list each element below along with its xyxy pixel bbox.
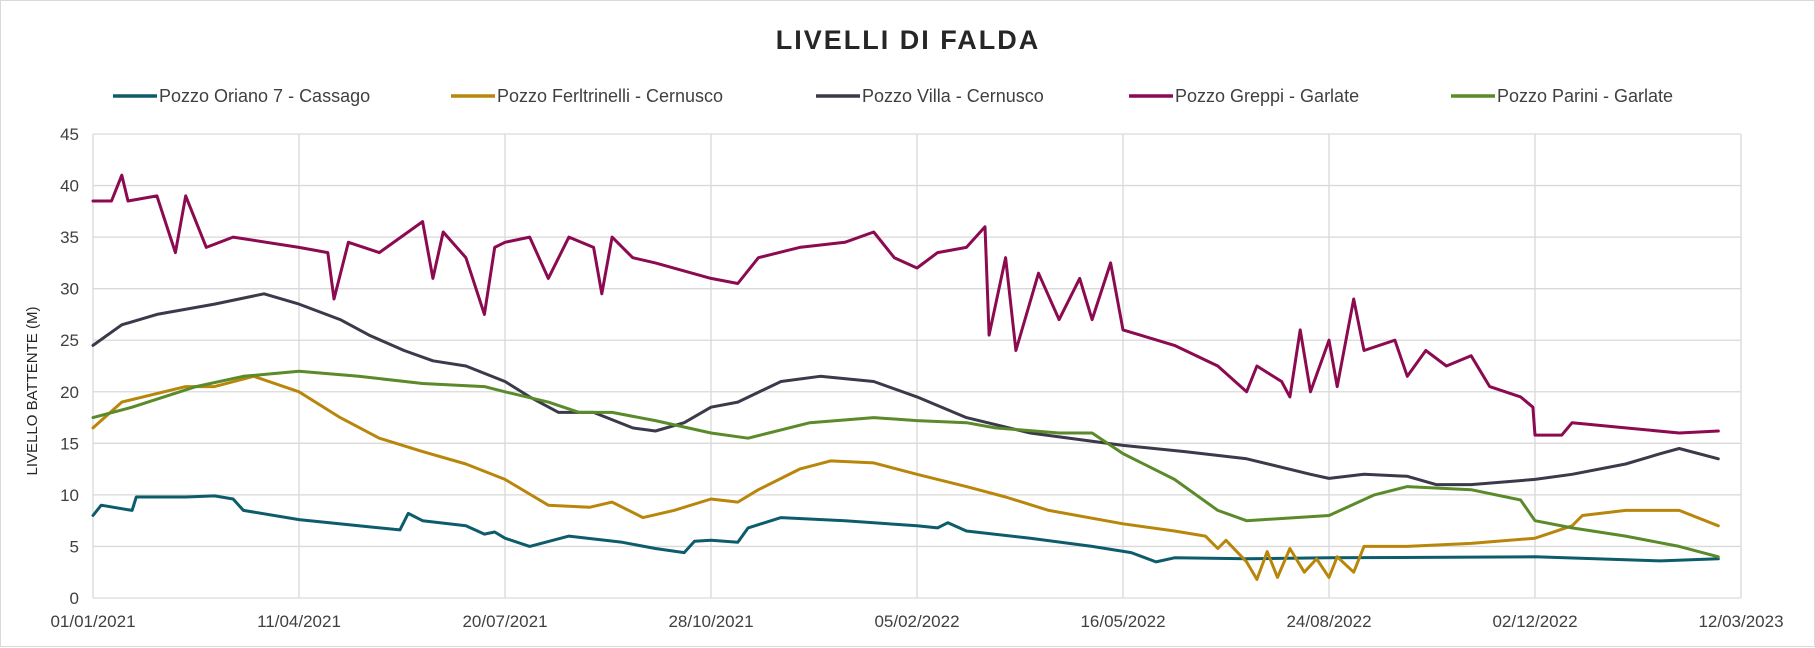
legend-label-5: Pozzo Parini - Garlate	[1497, 86, 1673, 106]
x-tick-label: 12/03/2023	[1698, 612, 1783, 631]
x-tick-label: 11/04/2021	[257, 612, 341, 631]
series-line-5	[91, 369, 1720, 559]
y-axis-ticks: 0 5 10 15 20 25 30 35 40 45	[60, 125, 79, 608]
series-line-1	[91, 494, 1720, 564]
y-axis-title: LIVELLO BATTENTE (M)	[24, 307, 41, 476]
x-tick-label: 28/10/2021	[668, 612, 753, 631]
series-line-2	[91, 374, 1720, 581]
chart-title: LIVELLI DI FALDA	[776, 25, 1041, 55]
y-tick-label: 0	[70, 589, 79, 608]
x-tick-label: 01/01/2021	[50, 612, 135, 631]
x-tick-label: 02/12/2022	[1492, 612, 1577, 631]
y-tick-label: 25	[60, 331, 79, 350]
y-tick-label: 45	[60, 125, 79, 144]
series-line-4	[91, 173, 1720, 437]
y-tick-label: 15	[60, 434, 79, 453]
y-tick-label: 5	[70, 537, 79, 556]
series-lines	[91, 173, 1720, 581]
y-tick-label: 20	[60, 383, 79, 402]
x-axis-ticks: 01/01/2021 11/04/2021 20/07/2021 28/10/2021…	[50, 612, 1783, 631]
x-tick-label: 20/07/2021	[462, 612, 547, 631]
x-tick-label: 16/05/2022	[1080, 612, 1165, 631]
legend-label-2: Pozzo Ferltrinelli - Cernusco	[497, 86, 723, 106]
legend-label-1: Pozzo Oriano 7 - Cassago	[159, 86, 370, 106]
series-line-3	[91, 292, 1720, 487]
grid-lines	[92, 133, 1742, 599]
y-tick-label: 30	[60, 280, 79, 299]
y-tick-label: 10	[60, 486, 79, 505]
y-tick-label: 40	[60, 177, 79, 196]
x-tick-label: 24/08/2022	[1286, 612, 1371, 631]
y-tick-label: 35	[60, 228, 79, 247]
x-tick-label: 05/02/2022	[874, 612, 959, 631]
legend-label-3: Pozzo Villa - Cernusco	[862, 86, 1044, 106]
chart-legend: Pozzo Oriano 7 - Cassago Pozzo Ferltrinel…	[113, 86, 1673, 106]
legend-label-4: Pozzo Greppi - Garlate	[1175, 86, 1359, 106]
